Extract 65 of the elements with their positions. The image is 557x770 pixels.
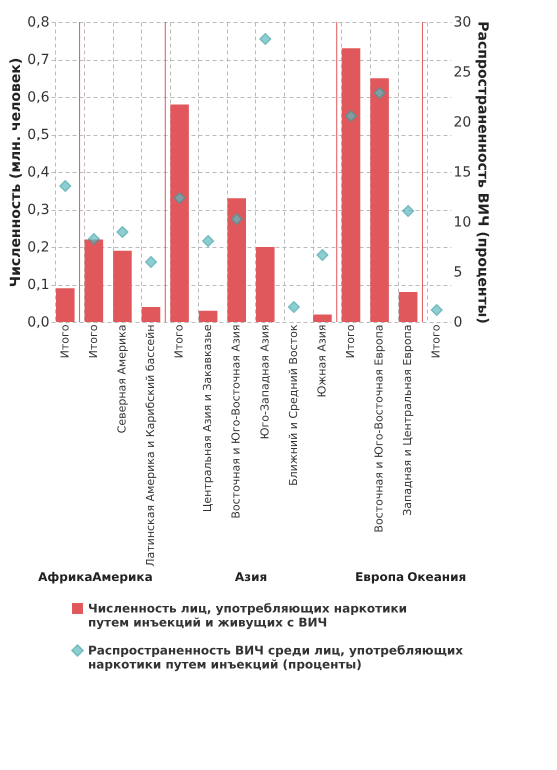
point: [316, 249, 328, 261]
text: Азия: [234, 570, 268, 584]
legend-label: Распространенность ВИЧ среди лиц, употребляющих наркотики путем инъекций (проценты): [88, 644, 464, 672]
y2-tick-label: 5: [454, 264, 462, 280]
point: [259, 33, 272, 45]
point: [402, 205, 414, 217]
x-tick-label: Итого: [172, 324, 186, 358]
bar: [370, 78, 389, 322]
y-tick-label: 0,4: [27, 164, 50, 180]
y2-tick-label: 10: [454, 214, 472, 230]
y2-axis-title: Распространенность ВИЧ (проценты): [474, 21, 490, 324]
bar: [313, 314, 332, 322]
x-tick-label: Центральная Азия и Закавказье: [201, 324, 214, 512]
x-tick-label: Западная и Центральная Европа: [401, 324, 414, 516]
x-tick-label: Северная Америка: [115, 324, 128, 434]
legend-label: Численность лиц, употребляющих наркотики путем инъекций и живущих с ВИЧ: [88, 602, 408, 630]
text: Океания: [407, 570, 466, 584]
bar: [142, 307, 160, 322]
bar: [256, 247, 275, 322]
point: [145, 256, 157, 268]
point: [116, 226, 128, 238]
point: [345, 110, 357, 122]
y-axis-title: Численность (млн. человек): [8, 58, 24, 288]
x-tick-label: Итого: [58, 324, 72, 358]
text: Европа: [355, 570, 404, 584]
bar: [113, 250, 132, 322]
point: [174, 192, 186, 204]
bar: [84, 240, 104, 322]
bar: [56, 288, 75, 322]
point: [202, 235, 214, 247]
y2-tick-label: 15: [454, 164, 472, 180]
y-tick-label: 0,0: [27, 314, 50, 330]
point: [88, 233, 100, 245]
bar: [227, 198, 246, 322]
x-tick-label: Итого: [344, 324, 357, 358]
x-tick-label: Итого: [86, 324, 100, 358]
y-tick-label: 0,5: [27, 127, 50, 143]
bar: [342, 48, 360, 322]
x-tick-label: Восточная и Юго-Восточная Европа: [372, 324, 386, 533]
y-tick-label: 0,2: [27, 240, 50, 256]
x-tick-label: Латинская Америка и Карибский бассейн: [144, 324, 157, 567]
x-tick-label: Итого: [430, 324, 443, 358]
bar: [170, 104, 189, 322]
text: Америка: [92, 570, 153, 584]
y-tick-label: 0,8: [27, 14, 50, 30]
y2-tick-label: 20: [454, 114, 472, 130]
x-tick-label: Юго-Западная Азия: [258, 324, 272, 440]
y-tick-label: 0,1: [27, 277, 50, 293]
point: [59, 180, 72, 192]
y2-tick-label: 30: [454, 14, 472, 30]
y2-tick-label: 25: [454, 64, 472, 80]
point: [288, 301, 300, 313]
point: [230, 213, 243, 225]
bar: [398, 292, 418, 322]
x-tick-label: Южная Азия: [315, 324, 328, 398]
y-tick-label: 0,7: [27, 52, 50, 68]
point: [374, 87, 386, 99]
bar: [198, 310, 218, 322]
x-tick-label: Восточная и Юго-Восточная Азия: [230, 324, 243, 519]
point: [430, 304, 443, 316]
y-tick-label: 0,3: [27, 202, 50, 218]
y2-tick-label: 0: [454, 314, 462, 330]
x-tick-label: Ближний и Средний Восток: [286, 324, 300, 486]
y-tick-label: 0,6: [27, 90, 50, 106]
text: Африка: [38, 570, 93, 584]
